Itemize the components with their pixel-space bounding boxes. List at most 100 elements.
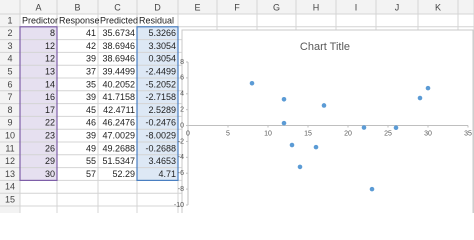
cell-number: 55 (86, 156, 96, 166)
column-header: C (114, 2, 121, 12)
cell-number: 42 (86, 41, 96, 51)
row-header: 14 (5, 182, 15, 192)
cell-number: 38.6946 (102, 54, 135, 64)
cell-number: -2.7158 (145, 92, 176, 102)
selection-border-a (19, 26, 58, 182)
row-header: 7 (7, 92, 12, 102)
x-tick-label: 35 (464, 130, 472, 137)
cell-number: 5.3266 (148, 28, 176, 38)
cell-number: 26 (45, 143, 55, 153)
y-tick-label: -6 (178, 170, 184, 177)
cell-number: -0.2688 (145, 143, 176, 153)
x-tick-label: 0 (186, 130, 190, 137)
point (297, 164, 303, 170)
column-header: E (194, 2, 200, 12)
cell-number: 22 (45, 118, 55, 128)
cell-number: 14 (45, 79, 55, 89)
row-header: 11 (5, 143, 14, 153)
cell-number: 42.4711 (103, 105, 135, 115)
point (281, 120, 287, 126)
cell-number: -0.2476 (145, 118, 176, 128)
row-header: 8 (7, 105, 12, 115)
selection-border-d (136, 26, 179, 182)
point (289, 142, 295, 148)
row-header: 4 (7, 54, 12, 64)
x-tick-label: 30 (424, 130, 432, 137)
cell-number: 37 (86, 66, 96, 76)
row-header-bar (0, 0, 20, 213)
column-header: F (234, 2, 240, 12)
x-tick-label: 25 (384, 130, 392, 137)
row-header: 5 (7, 66, 12, 76)
chart-title: Chart Title (300, 41, 350, 53)
cell-number: 12 (45, 54, 55, 64)
cell-number: 12 (45, 41, 55, 51)
cell-number: 38.6946 (102, 41, 135, 51)
point (249, 80, 255, 86)
cell-number: 3.4653 (148, 156, 176, 166)
cell-number: 17 (45, 105, 55, 115)
cell-number: -5.2052 (145, 79, 176, 89)
column-header: H (313, 2, 320, 12)
y-tick-label: -2 (178, 138, 184, 145)
cell-number: 40.2052 (102, 79, 135, 89)
cell-number: 52.29 (112, 169, 135, 179)
row-header: 12 (5, 156, 15, 166)
point (369, 186, 375, 192)
cell-number: -2.4499 (145, 66, 176, 76)
y-tick-label: 8 (180, 59, 184, 66)
chart-area (181, 29, 474, 213)
cell-number: 49.2688 (102, 143, 135, 153)
column-header: B (74, 2, 80, 12)
point (393, 125, 399, 130)
row-header: 15 (5, 194, 15, 204)
point (361, 125, 367, 130)
column-header: A (35, 2, 41, 12)
cell-number: 4.71 (158, 169, 176, 179)
cell-number: 51.5347 (102, 156, 135, 166)
y-tick-label: 6 (180, 75, 184, 82)
cell-number: 0.3054 (148, 54, 176, 64)
cell-number: 49 (86, 143, 96, 153)
y-tick-label: 2 (180, 107, 184, 114)
cell-number: -8.0029 (145, 130, 176, 140)
cell-number: 39 (86, 130, 96, 140)
page: A B C D E F G H I J K 1 2 3 4 5 6 7 8 9 10 11 12 13 14 15 Predicto… (0, 0, 474, 213)
cell-number: 45 (86, 105, 96, 115)
row-header: 3 (7, 41, 12, 51)
column-header-bar (0, 0, 474, 14)
cell-number: 23 (45, 130, 55, 140)
point (321, 103, 327, 108)
column-header: D (154, 2, 161, 12)
cell-number: 13 (45, 66, 55, 76)
y-tick-label: -4 (178, 154, 184, 161)
x-tick-label: 20 (344, 130, 352, 137)
y-tick-label: -10 (174, 202, 184, 209)
cell-number: 39 (86, 54, 96, 64)
cell-number: 30 (45, 169, 55, 179)
cell-number: 39.4499 (102, 66, 135, 76)
row-header: 13 (5, 169, 15, 179)
cell-number: 41 (86, 28, 96, 38)
point (281, 96, 287, 102)
spreadsheet: A B C D E F G H I J K123456789101112131415Predicto… (0, 0, 474, 213)
cell-number: 39 (86, 92, 96, 102)
row-header: 10 (5, 130, 15, 140)
x-tick-label: 10 (264, 130, 272, 137)
y-tick-label: -8 (178, 186, 184, 193)
cell-text: Response (59, 15, 100, 25)
point (425, 85, 431, 91)
row-header: 1 (7, 15, 12, 25)
cell-number: 8 (50, 28, 55, 38)
y-tick-label: 4 (180, 91, 184, 98)
cell-text: Predicted (100, 15, 138, 25)
y-tick-label: 0 (180, 122, 184, 129)
cell-number: 46.2476 (102, 118, 135, 128)
column-header: I (355, 2, 358, 12)
point (313, 144, 319, 150)
row-header: 9 (7, 118, 12, 128)
row-header: 2 (7, 28, 12, 38)
column-header: G (273, 2, 280, 12)
cell-number: 29 (45, 156, 55, 166)
point (417, 95, 423, 101)
